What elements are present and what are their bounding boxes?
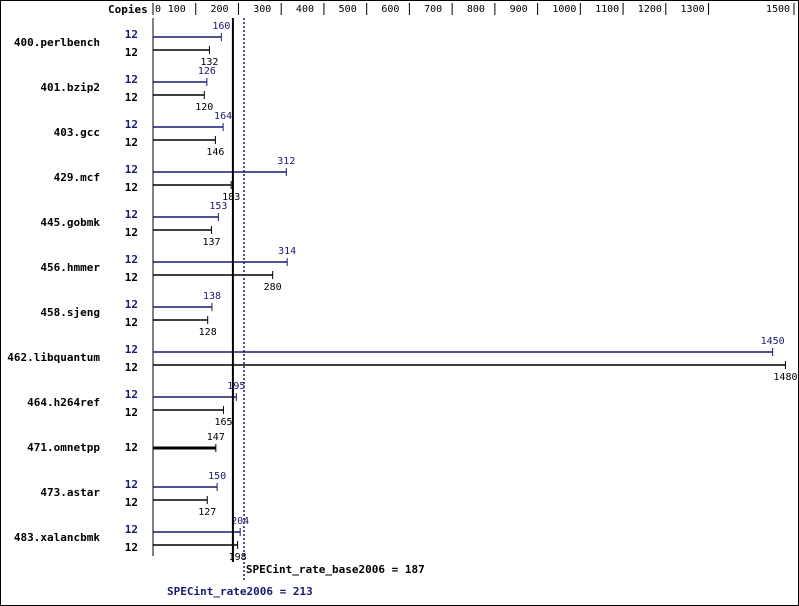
value-label: 1480 bbox=[773, 372, 797, 383]
category-label: 464.h264ref bbox=[27, 396, 100, 409]
value-label: 183 bbox=[222, 192, 240, 203]
value-label: 1450 bbox=[761, 336, 785, 347]
copies-label: 12 bbox=[125, 91, 138, 104]
copies-label: 12 bbox=[125, 73, 138, 86]
value-label: 160 bbox=[212, 21, 230, 32]
copies-label: 12 bbox=[125, 523, 138, 536]
copies-label: 12 bbox=[125, 46, 138, 59]
category-label: 458.sjeng bbox=[40, 306, 100, 319]
x-tick-label: 100 bbox=[168, 4, 186, 15]
category-label: 473.astar bbox=[40, 486, 100, 499]
value-label: 204 bbox=[231, 516, 249, 527]
value-label: 137 bbox=[203, 237, 221, 248]
x-tick-label: 1200 bbox=[638, 4, 662, 15]
value-label: 164 bbox=[214, 111, 232, 122]
value-label: 312 bbox=[277, 156, 295, 167]
category-label: 456.hmmer bbox=[40, 261, 100, 274]
reference-label: SPECint_rate_base2006 = 187 bbox=[246, 563, 425, 576]
x-tick-label: 1500 bbox=[766, 4, 790, 15]
copies-label: 12 bbox=[125, 271, 138, 284]
copies-label: 12 bbox=[125, 208, 138, 221]
x-tick-label: 500 bbox=[339, 4, 357, 15]
value-label: 120 bbox=[195, 102, 213, 113]
category-label: 471.omnetpp bbox=[27, 441, 100, 454]
value-label: 127 bbox=[198, 507, 216, 518]
copies-label: 12 bbox=[125, 298, 138, 311]
copies-label: 12 bbox=[125, 316, 138, 329]
x-tick-label: 400 bbox=[296, 4, 314, 15]
category-label: 462.libquantum bbox=[7, 351, 100, 364]
category-label: 429.mcf bbox=[54, 171, 100, 184]
value-label: 146 bbox=[206, 147, 224, 158]
value-label: 195 bbox=[227, 381, 245, 392]
x-tick-label: 800 bbox=[467, 4, 485, 15]
category-label: 401.bzip2 bbox=[40, 81, 100, 94]
value-label: 198 bbox=[229, 552, 247, 563]
copies-label: 12 bbox=[125, 118, 138, 131]
value-label: 138 bbox=[203, 291, 221, 302]
x-tick-label: 600 bbox=[381, 4, 399, 15]
x-tick-label: 1300 bbox=[681, 4, 705, 15]
value-label: 126 bbox=[198, 66, 216, 77]
copies-label: 12 bbox=[125, 388, 138, 401]
category-label: 403.gcc bbox=[54, 126, 100, 139]
value-label: 150 bbox=[208, 471, 226, 482]
copies-label: 12 bbox=[125, 541, 138, 554]
copies-label: 12 bbox=[125, 163, 138, 176]
copies-label: 12 bbox=[125, 441, 138, 454]
value-label: 314 bbox=[278, 246, 296, 257]
x-tick-label: 300 bbox=[253, 4, 271, 15]
x-tick-label: 900 bbox=[510, 4, 528, 15]
x-tick-label: 1000 bbox=[552, 4, 576, 15]
copies-label: 12 bbox=[125, 28, 138, 41]
copies-label: 12 bbox=[125, 361, 138, 374]
category-label: 445.gobmk bbox=[40, 216, 100, 229]
x-tick-label: 200 bbox=[210, 4, 228, 15]
x-tick-label: 700 bbox=[424, 4, 442, 15]
value-label: 132 bbox=[200, 57, 218, 68]
copies-label: 12 bbox=[125, 496, 138, 509]
value-label: 165 bbox=[214, 417, 232, 428]
copies-label: 12 bbox=[125, 406, 138, 419]
copies-label: 12 bbox=[125, 343, 138, 356]
reference-label: SPECint_rate2006 = 213 bbox=[167, 585, 313, 598]
copies-label: 12 bbox=[125, 181, 138, 194]
value-label: 128 bbox=[199, 327, 217, 338]
category-label: 483.xalancbmk bbox=[14, 531, 100, 544]
copies-label: 12 bbox=[125, 226, 138, 239]
x-tick-label: 1100 bbox=[595, 4, 619, 15]
copies-label: 12 bbox=[125, 478, 138, 491]
copies-label: 12 bbox=[125, 136, 138, 149]
value-label: 153 bbox=[209, 201, 227, 212]
x-tick-label: 0 bbox=[155, 4, 161, 15]
value-label: 280 bbox=[264, 282, 282, 293]
copies-label: 12 bbox=[125, 253, 138, 266]
value-label: 147 bbox=[207, 432, 225, 443]
copies-header: Copies bbox=[108, 3, 148, 16]
category-label: 400.perlbench bbox=[14, 36, 100, 49]
